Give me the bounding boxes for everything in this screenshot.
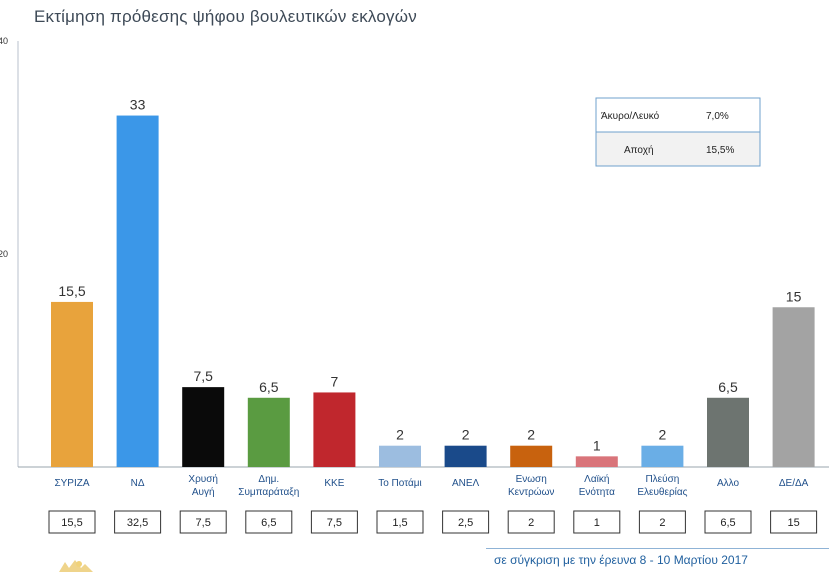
previous-value-label: 6,5 xyxy=(261,517,276,529)
info-box-row xyxy=(595,97,761,133)
bar xyxy=(707,397,749,467)
bar-value-label: 6,5 xyxy=(718,379,738,395)
info-box: Άκυρο/Λευκό 7,0% Αποχή 15,5% xyxy=(595,97,761,167)
bar-value-label: 15,5 xyxy=(58,283,85,299)
bar xyxy=(641,445,684,467)
category-label: Χρυσή xyxy=(188,473,218,485)
previous-value-label: 15,5 xyxy=(61,517,82,529)
previous-value-box xyxy=(310,510,358,534)
previous-value-label: 32,5 xyxy=(127,517,148,529)
previous-value-box xyxy=(573,510,621,534)
previous-value-label: 7,5 xyxy=(196,517,211,529)
bar xyxy=(51,301,93,467)
previous-value-box xyxy=(179,510,227,534)
category-label: Ενωση xyxy=(516,474,547,485)
category-label: Αλλο xyxy=(717,478,740,489)
previous-value-label: 15 xyxy=(787,517,799,529)
previous-value-box xyxy=(507,510,555,534)
bar xyxy=(379,445,421,467)
previous-value-box xyxy=(704,510,752,534)
category-label: Το Ποτάμι xyxy=(378,477,422,489)
info-box-value: 15,5% xyxy=(706,145,734,156)
bar xyxy=(313,392,356,467)
y-tick-label: 40 xyxy=(0,36,8,46)
bar xyxy=(116,115,159,468)
bar-value-label: 7,5 xyxy=(193,368,213,384)
bar-value-label: 7 xyxy=(331,373,339,389)
footer-divider xyxy=(486,548,829,549)
category-label: Δημ. xyxy=(258,474,279,485)
bar-value-label: 6,5 xyxy=(259,379,279,395)
footer-note: σε σύγκριση με την έρευνα 8 - 10 Μαρτίου… xyxy=(494,553,748,567)
previous-value-label: 1,5 xyxy=(392,517,407,529)
category-label: Πλεύση xyxy=(645,473,679,485)
bars-layer xyxy=(51,115,815,468)
previous-value-box xyxy=(48,510,96,534)
bar-value-label: 2 xyxy=(659,427,667,443)
bar-value-label: 2 xyxy=(396,427,404,443)
category-label: Κεντρώων xyxy=(508,486,554,498)
previous-value-label: 2 xyxy=(659,517,665,529)
info-box-label: Αποχή xyxy=(624,144,654,156)
bar xyxy=(575,456,618,467)
category-label: ΑΝΕΛ xyxy=(452,478,480,489)
previous-value-box xyxy=(770,510,818,534)
category-label: Συμπαράταξη xyxy=(238,486,299,498)
category-label: ΣΥΡΙΖΑ xyxy=(54,478,89,489)
previous-value-label: 2,5 xyxy=(458,517,473,529)
bar xyxy=(182,387,225,467)
bar xyxy=(772,307,815,467)
category-label: Ενότητα xyxy=(579,486,615,498)
category-label: ΔΕ/ΔΑ xyxy=(779,478,809,489)
previous-value-box xyxy=(638,510,686,534)
previous-value-box xyxy=(376,510,424,534)
bar-value-label: 2 xyxy=(462,427,470,443)
bar xyxy=(510,445,553,467)
page-title: Εκτίμηση πρόθεσης ψήφου βουλευτικών εκλο… xyxy=(34,7,417,26)
previous-value-label: 2 xyxy=(528,517,534,529)
info-box-row xyxy=(595,131,761,167)
info-box-value: 7,0% xyxy=(706,111,729,122)
previous-value-box xyxy=(442,510,490,534)
info-box-label: Άκυρο/Λευκό xyxy=(601,110,660,122)
bar-value-label: 1 xyxy=(593,437,601,453)
previous-value-label: 1 xyxy=(594,517,600,529)
y-tick-label: 20 xyxy=(0,249,8,259)
previous-value-box xyxy=(245,510,293,534)
value-labels-layer: 15,5 33 7,5 6,5 7 2 2 2 1 2 6,5 15 xyxy=(58,97,801,454)
bar-value-label: 2 xyxy=(527,427,535,443)
category-label: Ελευθερίας xyxy=(637,486,687,498)
logo-icon xyxy=(59,560,93,572)
previous-value-label: 7,5 xyxy=(327,517,342,529)
category-label: Αυγή xyxy=(192,486,215,498)
category-label: Λαϊκή xyxy=(584,473,609,485)
category-label: ΝΔ xyxy=(131,478,145,489)
category-label: ΚΚΕ xyxy=(324,478,344,489)
bar xyxy=(444,445,487,467)
bar-value-label: 33 xyxy=(130,97,146,113)
bar xyxy=(247,397,290,467)
bar-value-label: 15 xyxy=(786,288,802,304)
previous-value-label: 6,5 xyxy=(720,517,735,529)
previous-values-layer: 15,5 32,5 7,5 6,5 7,5 1,5 2,5 2 1 2 6,5 15 xyxy=(48,510,818,534)
previous-value-box xyxy=(114,510,162,534)
